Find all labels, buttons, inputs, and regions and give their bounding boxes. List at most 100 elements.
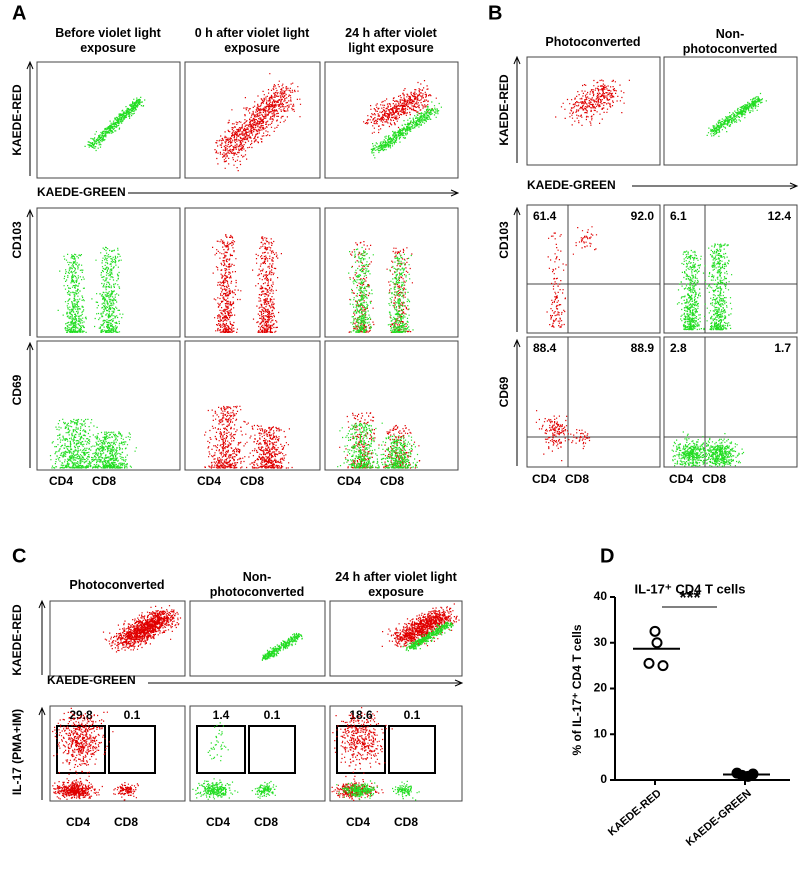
- x-category-label: CD4: [337, 474, 361, 488]
- dot-cloud: [535, 410, 572, 462]
- x-category-label: CD8: [240, 474, 264, 488]
- dot-cloud: [204, 405, 249, 469]
- panel-label: D: [600, 545, 614, 567]
- quadrant-value: 61.4: [533, 209, 557, 223]
- plot-frame: [36, 340, 181, 471]
- axis-arrow: [26, 208, 34, 336]
- quadrant-value: 2.8: [670, 341, 687, 355]
- gate-value: 18.6: [349, 708, 373, 722]
- dot-cloud: [387, 253, 414, 333]
- plot-frame: [324, 340, 459, 471]
- dot-cloud: [94, 246, 124, 333]
- column-header: 0 h after violet light exposure: [194, 26, 310, 55]
- y-axis-label: KAEDE-RED: [10, 604, 24, 676]
- dot-cloud: [392, 780, 420, 801]
- x-tick-label: KAEDE-GREEN: [684, 787, 754, 848]
- gate: [248, 725, 296, 774]
- axis-arrow: [148, 679, 464, 687]
- x-category-label: CD8: [394, 815, 418, 829]
- gate-value: 0.1: [264, 708, 281, 722]
- panel-label: A: [12, 2, 26, 24]
- x-category-label: CD8: [565, 472, 589, 486]
- x-category-label: CD4: [206, 815, 230, 829]
- quadrant-value: 88.9: [631, 341, 655, 355]
- data-point: [643, 657, 655, 669]
- dot-cloud: [207, 722, 229, 780]
- dot-cloud: [555, 79, 630, 126]
- dot-cloud: [252, 236, 282, 333]
- y-axis-label: IL-17 (PMA+IM): [10, 709, 24, 795]
- plot-frame: [36, 61, 181, 179]
- quadrant-value: 1.7: [774, 341, 791, 355]
- quadrant-value: 12.4: [768, 209, 792, 223]
- plot-frame: [526, 336, 661, 468]
- dot-cloud: [332, 707, 393, 778]
- dot-cloud: [676, 249, 707, 331]
- plot-frame: [184, 340, 321, 471]
- significance-label: ***: [679, 588, 700, 608]
- gate: [196, 725, 246, 774]
- quadrant-value: 92.0: [631, 209, 655, 223]
- gate-value: 0.1: [124, 708, 141, 722]
- dot-cloud: [386, 247, 413, 333]
- dot-cloud: [192, 779, 239, 800]
- dot-cloud: [336, 780, 378, 801]
- y-axis-label: CD103: [497, 221, 511, 259]
- y-axis-label: KAEDE-RED: [10, 84, 24, 156]
- dot-cloud: [703, 243, 733, 331]
- dot-cloud: [706, 92, 767, 137]
- column-header: Photoconverted: [69, 577, 165, 592]
- plot-frame: [49, 600, 186, 677]
- dot-cloud: [57, 253, 93, 333]
- plot-frame: [329, 600, 463, 677]
- plot-frame: [663, 56, 798, 166]
- plot-frame: [324, 207, 459, 338]
- data-point: [657, 660, 669, 672]
- gate-value: 29.8: [69, 708, 93, 722]
- dot-cloud: [52, 777, 103, 800]
- y-axis-label: CD69: [10, 374, 24, 405]
- plot-frame: [329, 705, 463, 802]
- dot-cloud: [572, 226, 598, 255]
- gate: [56, 725, 106, 774]
- column-header: Photoconverted: [545, 34, 641, 49]
- dot-cloud: [402, 621, 454, 652]
- gate-value: 0.1: [404, 708, 421, 722]
- column-header: Before violet light exposure: [55, 26, 161, 55]
- plot-frame: [324, 61, 459, 179]
- dot-cloud: [381, 603, 460, 648]
- dot-cloud: [699, 433, 745, 467]
- axis-arrow: [128, 189, 460, 197]
- dot-cloud: [49, 418, 103, 469]
- dot-cloud: [214, 73, 302, 172]
- gate-value: 1.4: [213, 708, 230, 722]
- plot-frame: [49, 705, 186, 802]
- x-category-label: CD8: [92, 474, 116, 488]
- x-tick-label: KAEDE-RED: [606, 787, 664, 838]
- x-category-label: CD8: [254, 815, 278, 829]
- x-category-label: CD4: [532, 472, 556, 486]
- x-axis-label: KAEDE-GREEN: [37, 185, 126, 199]
- column-header: Non-photoconverted: [209, 570, 305, 599]
- axis-arrow: [632, 182, 799, 190]
- dot-cloud: [261, 632, 303, 661]
- data-point: [651, 637, 663, 649]
- y-axis-label: CD69: [497, 376, 511, 407]
- plot-frame: [184, 207, 321, 338]
- dot-cloud: [52, 707, 114, 777]
- y-axis-label: CD103: [10, 221, 24, 259]
- x-category-label: CD4: [197, 474, 221, 488]
- panel-label: B: [488, 2, 502, 24]
- y-tick-label: 30: [594, 635, 608, 649]
- plot-frame: [663, 336, 798, 468]
- x-category-label: CD8: [114, 815, 138, 829]
- gate: [336, 725, 386, 774]
- dot-cloud: [671, 431, 721, 467]
- axis-arrow: [513, 206, 521, 332]
- plot-frame: [189, 600, 326, 677]
- y-axis-label: KAEDE-RED: [497, 74, 511, 146]
- panel-label: C: [12, 545, 26, 567]
- dot-cloud: [337, 422, 385, 469]
- dot-cloud: [363, 80, 437, 134]
